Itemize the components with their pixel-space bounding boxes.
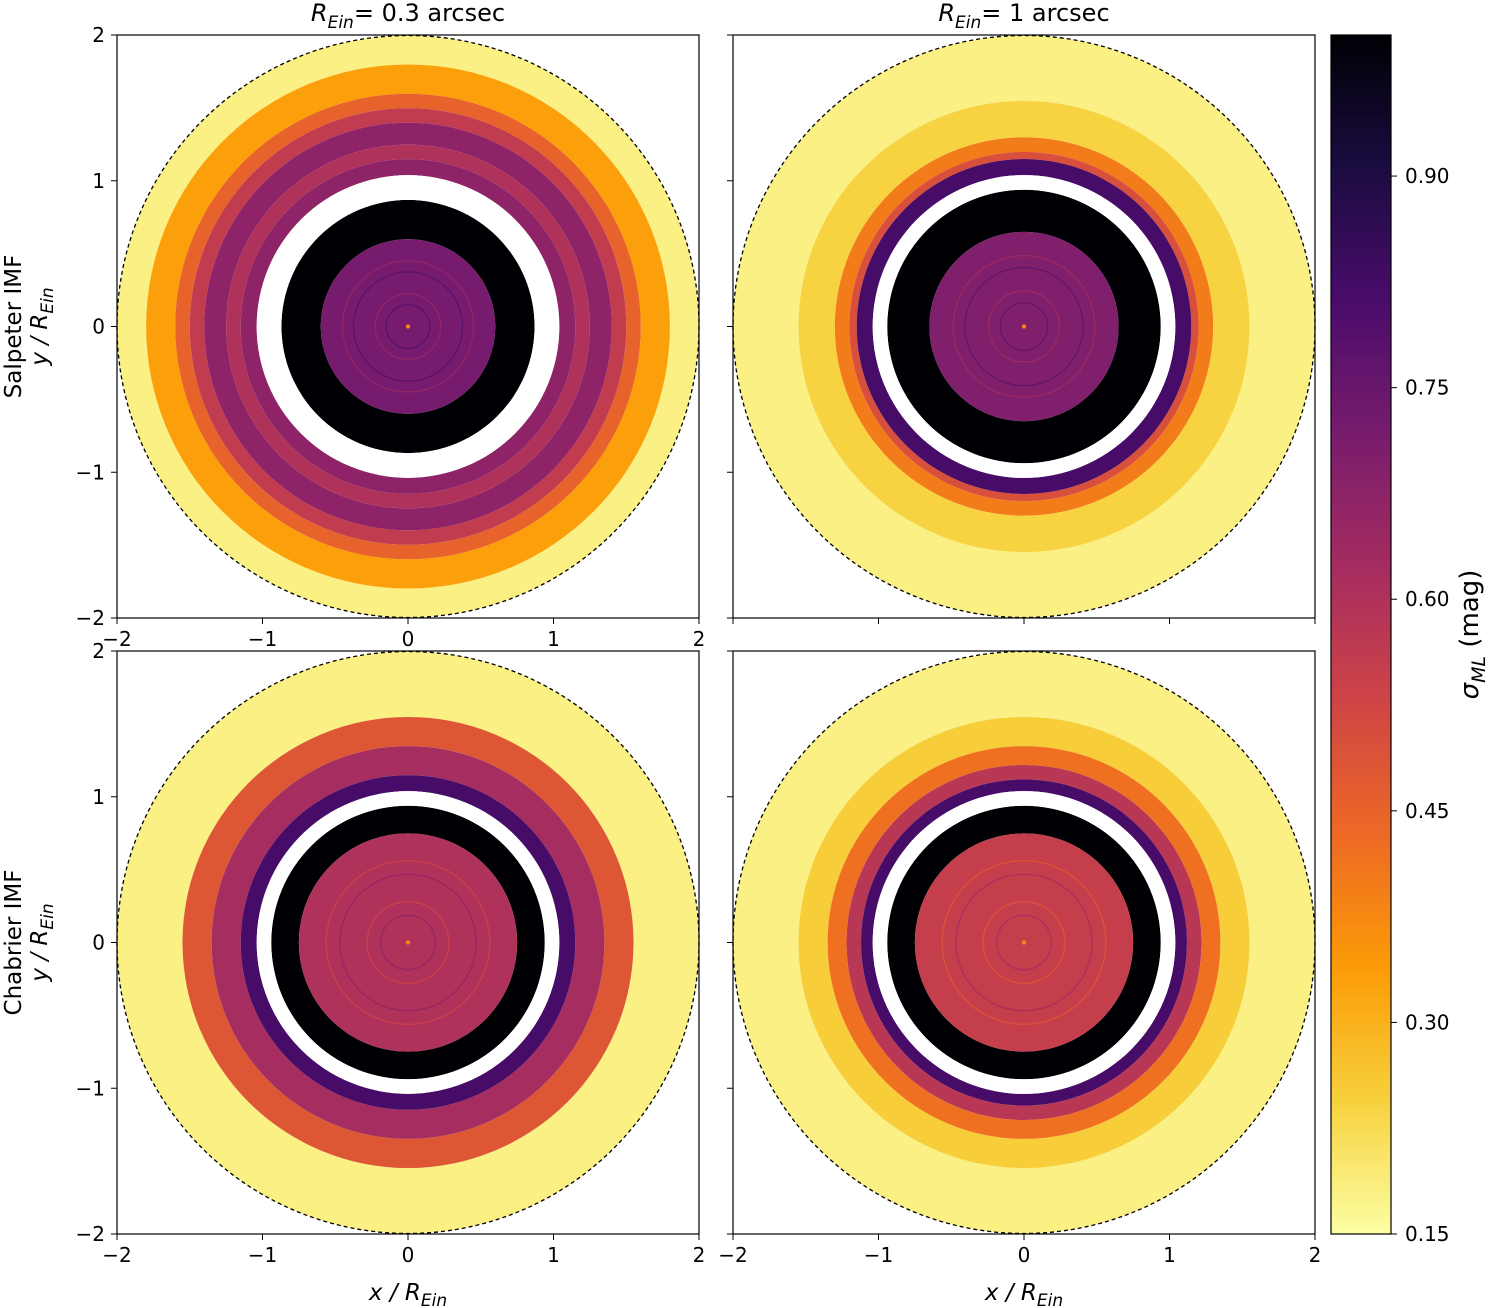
center-dot: [1021, 940, 1027, 945]
y-tick-label: 0: [92, 315, 105, 339]
core-ring: [311, 846, 505, 1039]
core-ring: [996, 914, 1052, 971]
y-tick-label: 2: [92, 639, 105, 663]
colorbar-tick-label: 0.15: [1405, 1222, 1450, 1246]
y-tick-label: −2: [76, 1222, 105, 1246]
panel-title-sub: Ein: [955, 13, 981, 33]
colorbar-label-main: σ: [1455, 681, 1485, 699]
core-ring: [1011, 313, 1037, 340]
core-ring: [982, 900, 1066, 985]
core-ring: [927, 846, 1121, 1039]
x-axis-label-sub: Ein: [1037, 1291, 1063, 1308]
colorbar-tick-label: 0.60: [1405, 587, 1450, 611]
y-axis-label-main: y / R: [27, 314, 53, 367]
x-tick-label: 1: [547, 1243, 560, 1267]
y-tick-label: 2: [92, 23, 105, 47]
core-ring: [380, 914, 436, 971]
panel-salpeter-r1: REin= 1 arcsec: [727, 0, 1316, 624]
center-dot: [405, 940, 411, 945]
x-axis-label: x / REin: [984, 1280, 1063, 1308]
core-ring: [941, 859, 1107, 1026]
core-ring: [968, 887, 1080, 998]
core-ring: [393, 928, 423, 957]
core-ring: [396, 314, 420, 339]
y-axis-label-main: y / R: [27, 930, 53, 983]
core-ring: [339, 873, 477, 1012]
core-ring: [363, 282, 453, 371]
core-ring: [325, 859, 491, 1026]
panel-title: REin= 0.3 arcsec: [311, 0, 505, 33]
x-tick-label: 0: [402, 627, 415, 651]
x-tick-label: −2: [102, 1243, 131, 1267]
core-ring: [352, 887, 464, 998]
center-dot: [1021, 324, 1027, 329]
x-axis-label-main: x / R: [984, 1280, 1037, 1306]
x-tick-label: −1: [864, 1243, 893, 1267]
colorbar-tick-label: 0.75: [1405, 376, 1450, 400]
colorbar-label-sub: ML: [1468, 656, 1490, 683]
x-axis-label-sub: Ein: [421, 1291, 447, 1308]
y-tick-label: −2: [76, 606, 105, 630]
row-label: Salpeter IMF: [1, 255, 27, 399]
y-tick-label: −1: [76, 460, 105, 484]
ring-band: [887, 189, 1161, 464]
row-label: Chabrier IMF: [1, 870, 27, 1016]
core-ring: [374, 293, 442, 360]
x-tick-label: 2: [693, 627, 706, 651]
panel-title-main: R: [311, 0, 328, 27]
panel-title-main: R: [938, 0, 955, 27]
panel-title-rest: = 1 arcsec: [981, 0, 1109, 27]
x-tick-label: 1: [547, 627, 560, 651]
colorbar-label: σML (mag): [1455, 570, 1490, 700]
y-tick-label: −1: [76, 1076, 105, 1100]
colorbar-tick-label: 0.45: [1405, 799, 1450, 823]
core-ring: [1009, 928, 1039, 957]
core-ring: [385, 303, 431, 350]
core-ring: [976, 278, 1072, 375]
core-ring: [952, 254, 1096, 399]
x-tick-label: 0: [1018, 1243, 1031, 1267]
core-ring: [366, 900, 450, 985]
core-ring: [999, 302, 1049, 351]
panel-chabrier-r1: −2 −1 0 1 2 x / REin: [718, 650, 1322, 1308]
colorbar-tick-label: 0.30: [1405, 1010, 1450, 1034]
x-tick-label: −2: [718, 1243, 747, 1267]
core-ring: [940, 243, 1108, 410]
core-ring: [352, 271, 464, 382]
y-axis-label-sub: Ein: [38, 287, 58, 313]
ring-band: [281, 199, 535, 454]
colorbar: 0.15 0.30 0.45 0.60 0.75 0.90 σML (mag): [1330, 34, 1490, 1246]
y-tick-label: 1: [92, 785, 105, 809]
core-ring: [955, 873, 1093, 1012]
center-dot: [405, 324, 411, 329]
y-axis-label-sub: Ein: [38, 903, 58, 929]
colorbar-tick-label: 0.90: [1405, 164, 1450, 188]
core-ring: [341, 260, 475, 393]
x-tick-label: −1: [248, 1243, 277, 1267]
core-ring: [964, 266, 1084, 387]
x-tick-label: 2: [693, 1243, 706, 1267]
x-axis-label: x / REin: [368, 1280, 447, 1308]
core-ring: [330, 249, 486, 404]
y-tick-label: 1: [92, 169, 105, 193]
y-axis-label: y / REin: [27, 903, 58, 982]
x-tick-label: −2: [102, 627, 131, 651]
core-ring: [987, 290, 1061, 363]
x-tick-label: 2: [1309, 1243, 1322, 1267]
x-tick-label: −1: [248, 627, 277, 651]
panel-title-sub: Ein: [328, 13, 354, 33]
x-tick-label: 1: [1163, 1243, 1176, 1267]
y-tick-label: 0: [92, 931, 105, 955]
x-axis-label-main: x / R: [368, 1280, 421, 1306]
panel-title: REin= 1 arcsec: [938, 0, 1109, 33]
y-axis-label: y / REin: [27, 287, 58, 366]
colorbar-label-rest: (mag): [1455, 570, 1485, 656]
x-tick-label: 0: [402, 1243, 415, 1267]
panel-title-rest: = 0.3 arcsec: [354, 0, 505, 27]
colorbar-bar: [1330, 34, 1392, 1235]
